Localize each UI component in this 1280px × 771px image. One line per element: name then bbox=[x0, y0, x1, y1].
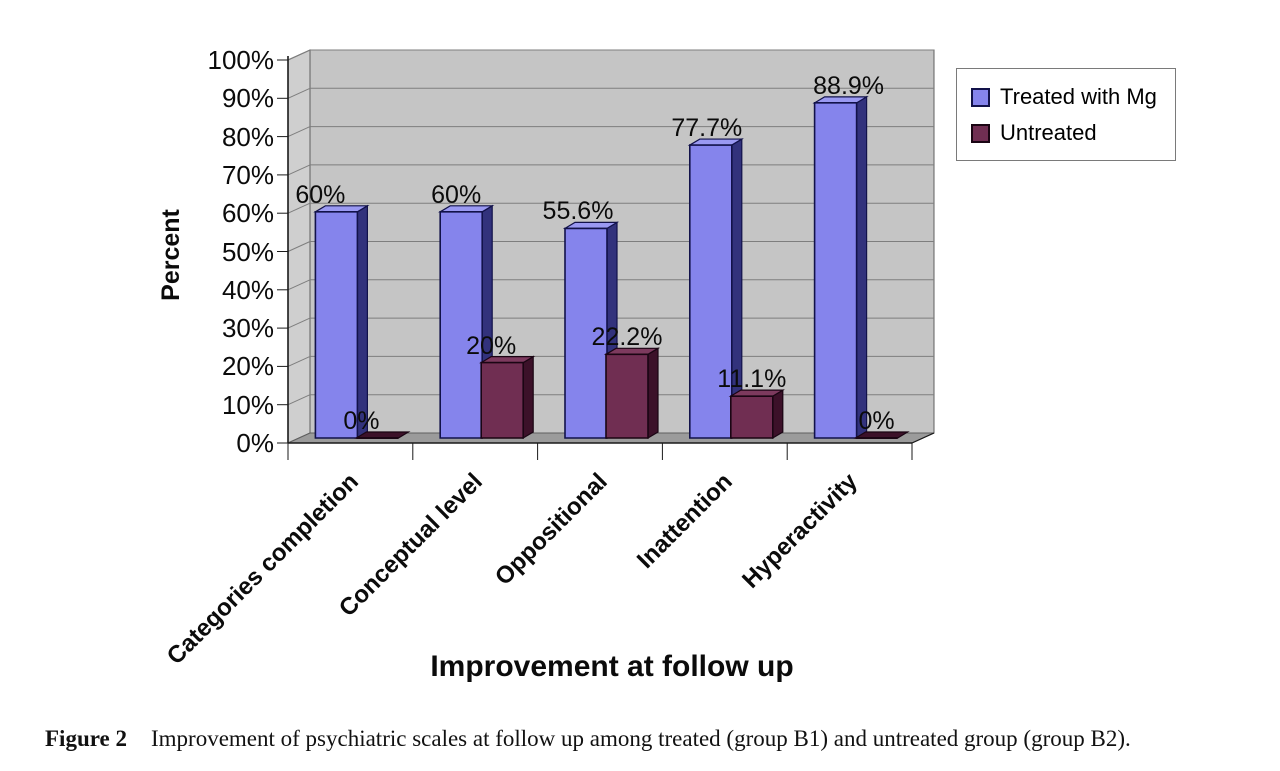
data-label-treated: 55.6% bbox=[542, 197, 614, 226]
data-label-treated: 60% bbox=[431, 180, 482, 209]
bar-side-0 bbox=[855, 95, 868, 440]
floor-right-edge bbox=[911, 432, 935, 444]
y-tick-label: 0% bbox=[236, 428, 274, 458]
y-tick-label: 50% bbox=[221, 236, 274, 267]
gridline-sidewall bbox=[287, 126, 311, 138]
y-tick-label: 60% bbox=[221, 198, 274, 229]
x-axis-title: Improvement at follow up bbox=[430, 650, 794, 683]
legend-swatch-untreated-icon bbox=[971, 123, 990, 143]
data-label-treated: 88.9% bbox=[813, 71, 885, 100]
figure-caption-label: Figure 2 bbox=[45, 726, 127, 751]
y-tick-label: 80% bbox=[221, 121, 274, 152]
legend: Treated with Mg Untreated bbox=[956, 68, 1176, 161]
bar-side-1 bbox=[772, 389, 784, 440]
gridline-sidewall bbox=[287, 355, 311, 367]
gridline-sidewall bbox=[287, 164, 311, 176]
y-axis-title: Percent bbox=[157, 209, 185, 301]
gridline-sidewall bbox=[287, 49, 311, 61]
y-tick-label: 100% bbox=[207, 45, 275, 75]
data-label-untreated: 0% bbox=[858, 407, 895, 435]
legend-swatch-treated-icon bbox=[971, 87, 990, 107]
gridline-sidewall bbox=[287, 202, 311, 214]
legend-item-treated: Treated with Mg bbox=[971, 84, 1165, 110]
bar-front-1 bbox=[480, 361, 525, 439]
gridline-sidewall bbox=[287, 87, 311, 99]
bar-front-0 bbox=[439, 211, 484, 439]
bar-side-1 bbox=[522, 355, 534, 440]
bar-chart-canvas bbox=[277, 49, 935, 460]
bar-side-1 bbox=[647, 347, 659, 440]
gridline-sidewall bbox=[287, 241, 311, 252]
bar-side-0 bbox=[356, 204, 368, 440]
data-label-untreated: 0% bbox=[343, 407, 380, 435]
y-tick-label: 70% bbox=[221, 159, 274, 190]
y-tick-label: 30% bbox=[221, 313, 274, 344]
y-tick-label: 40% bbox=[221, 274, 274, 305]
figure-caption-text: Improvement of psychiatric scales at fol… bbox=[150, 726, 1131, 751]
y-tick-label: 20% bbox=[221, 351, 274, 382]
figure-caption: Figure 2 Improvement of psychiatric scale… bbox=[45, 726, 1265, 752]
gridline-sidewall bbox=[287, 317, 311, 329]
gridline-sidewall bbox=[287, 279, 311, 291]
data-label-treated: 60% bbox=[295, 180, 346, 209]
gridline-sidewall bbox=[287, 394, 311, 406]
bar-front-1 bbox=[729, 395, 774, 439]
y-tick-label: 90% bbox=[221, 83, 274, 114]
bar-front-0 bbox=[314, 211, 359, 439]
y-tick-label: 10% bbox=[221, 389, 274, 420]
data-label-untreated: 20% bbox=[466, 331, 517, 360]
legend-item-untreated: Untreated bbox=[971, 120, 1165, 146]
legend-label-untreated: Untreated bbox=[1000, 120, 1097, 145]
legend-label-treated: Treated with Mg bbox=[1000, 84, 1157, 109]
data-label-treated: 77.7% bbox=[671, 114, 743, 143]
data-label-untreated: 11.1% bbox=[717, 365, 787, 394]
data-label-untreated: 22.2% bbox=[591, 323, 663, 352]
bar-front-1 bbox=[605, 353, 649, 439]
